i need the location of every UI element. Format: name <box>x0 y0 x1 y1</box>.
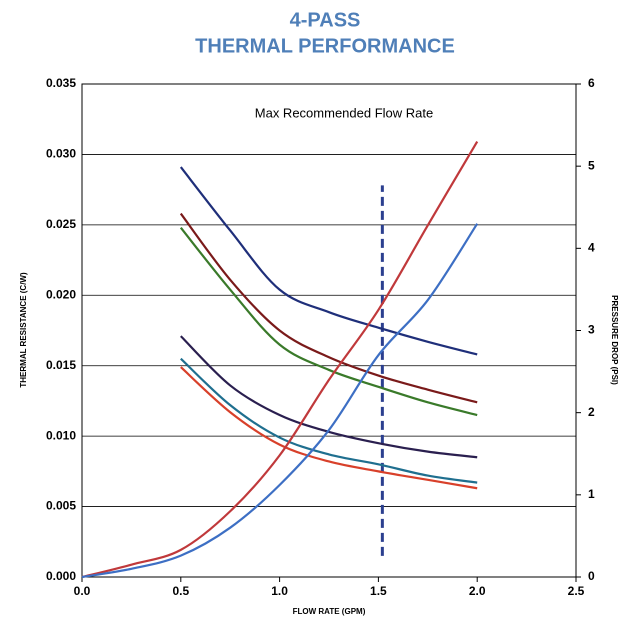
series-line <box>179 166 478 356</box>
series-line <box>180 335 478 459</box>
y-tick-label: 0.035 <box>46 76 76 90</box>
y-tick-label: 0.030 <box>46 147 76 161</box>
plot-frame <box>81 83 577 578</box>
x-axis-label: FLOW RATE (GPM) <box>293 607 366 616</box>
y2-tick-label: 5 <box>588 158 595 172</box>
y-tick-label: 0.000 <box>46 569 76 583</box>
y-tick-label: 0.020 <box>46 287 76 301</box>
y-tick-label: 0.025 <box>46 217 76 231</box>
annotation: Max Recommended Flow Rate <box>255 105 433 120</box>
y2-axis-label: PRESSURE DROP (PSI) <box>610 295 618 385</box>
chart-subtitle: THERMAL PERFORMANCE <box>195 35 455 57</box>
x-tick-label: 2.0 <box>469 584 486 598</box>
chart-title: 4-PASS <box>290 9 361 31</box>
y-axis-label: THERMAL RESISTANCE (C/W) <box>19 272 28 388</box>
y2-tick-label: 3 <box>588 323 595 337</box>
series-line <box>180 366 478 490</box>
series-line <box>81 140 479 579</box>
series-line <box>179 226 478 417</box>
x-tick-label: 0.5 <box>172 584 189 598</box>
y2-tick-label: 2 <box>588 405 595 419</box>
series-line <box>180 357 478 484</box>
x-tick-label: 1.0 <box>271 584 288 598</box>
x-tick-label: 2.5 <box>568 584 585 598</box>
y2-tick-label: 6 <box>588 76 595 90</box>
y-tick-label: 0.015 <box>46 358 76 372</box>
x-tick-label: 0.0 <box>74 584 91 598</box>
y-tick-label: 0.005 <box>46 499 76 513</box>
x-tick-label: 1.5 <box>370 584 387 598</box>
y2-tick-label: 1 <box>588 487 595 501</box>
y2-tick-label: 4 <box>588 241 595 255</box>
y2-tick-label: 0 <box>588 569 595 583</box>
series-line <box>179 212 478 404</box>
y-tick-label: 0.010 <box>46 428 76 442</box>
series-line <box>81 223 479 579</box>
